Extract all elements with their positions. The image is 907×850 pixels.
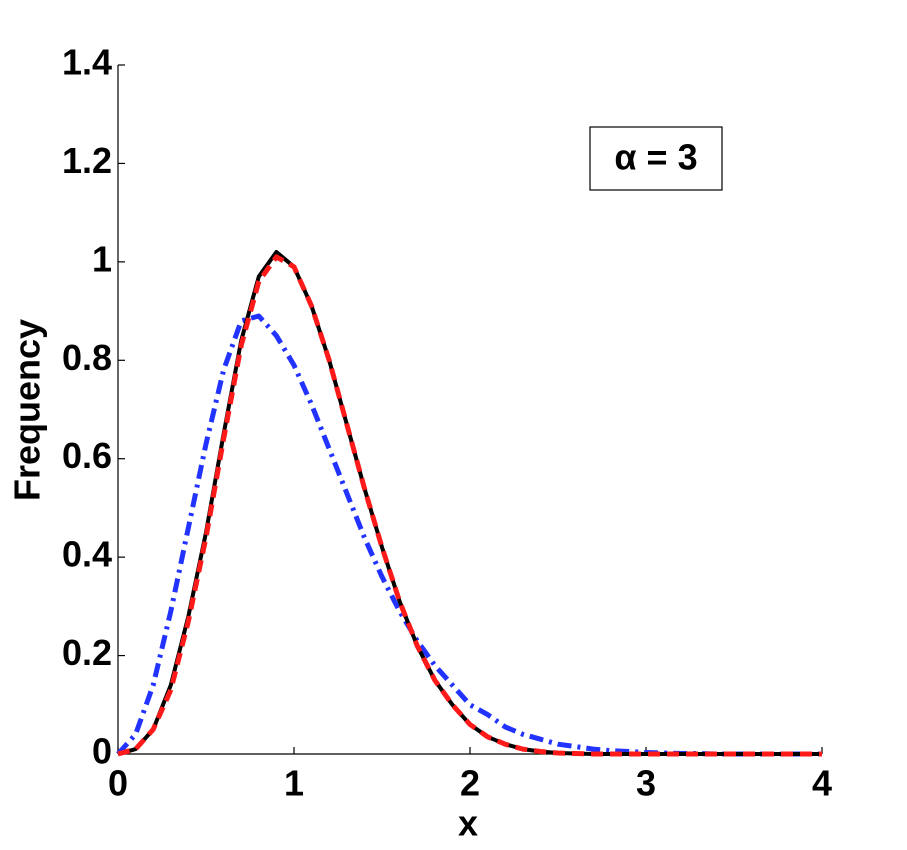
- x-tick-label: 2: [460, 763, 480, 804]
- y-tick-label: 1.4: [62, 42, 112, 83]
- y-tick-label: 1: [92, 238, 112, 279]
- y-axis-label: Frequency: [7, 319, 48, 501]
- x-tick-label: 1: [284, 763, 304, 804]
- y-tick-label: 0: [92, 731, 112, 772]
- y-tick-label: 1.2: [62, 140, 112, 181]
- y-tick-label: 0.4: [62, 534, 112, 575]
- x-tick-label: 0: [108, 763, 128, 804]
- y-tick-label: 0.6: [62, 435, 112, 476]
- y-tick-label: 0.2: [62, 632, 112, 673]
- line-series: [117, 254, 822, 757]
- annotation-box: [589, 126, 723, 191]
- x-tick-label: 3: [636, 763, 656, 804]
- line-series: [116, 313, 822, 757]
- x-tick-label: 4: [812, 763, 832, 804]
- x-axis-label: x: [458, 803, 478, 844]
- annotation: α = 3: [614, 137, 697, 178]
- line-series: [117, 250, 822, 756]
- y-tick-label: 0.8: [62, 337, 112, 378]
